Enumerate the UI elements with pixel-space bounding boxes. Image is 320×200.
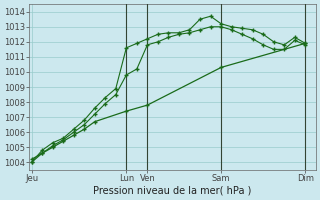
X-axis label: Pression niveau de la mer( hPa ): Pression niveau de la mer( hPa ) [93,186,252,196]
